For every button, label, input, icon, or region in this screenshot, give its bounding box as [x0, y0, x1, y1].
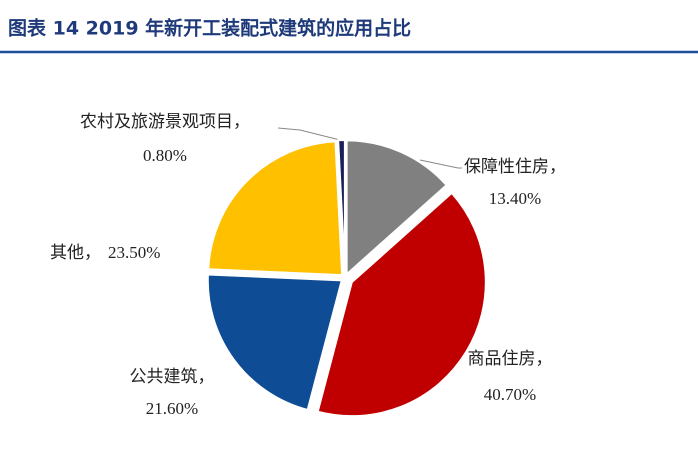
pie-slice [337, 139, 346, 275]
pie-slice [206, 273, 344, 412]
value-label: 13.40% [489, 189, 541, 208]
value-label: 0.80% [143, 146, 187, 165]
slice-label: 商品住房， [468, 349, 553, 368]
slice-label: 保障性住房， [464, 157, 566, 176]
chart-title: 图表 14 2019 年新开工装配式建筑的应用占比 [8, 17, 411, 40]
value-label: 40.70% [484, 385, 536, 404]
pie-slice [207, 140, 344, 277]
slice-label: 其他， [50, 243, 101, 262]
slice-label: 公共建筑， [130, 367, 215, 386]
pie-slice [345, 139, 449, 277]
leader-line [277, 127, 341, 141]
pie-slice [316, 191, 487, 418]
value-label: 23.50% [108, 243, 160, 262]
value-label: 21.60% [146, 399, 198, 418]
leader-line [419, 159, 462, 169]
slice-label: 农村及旅游景观项目， [80, 112, 250, 131]
